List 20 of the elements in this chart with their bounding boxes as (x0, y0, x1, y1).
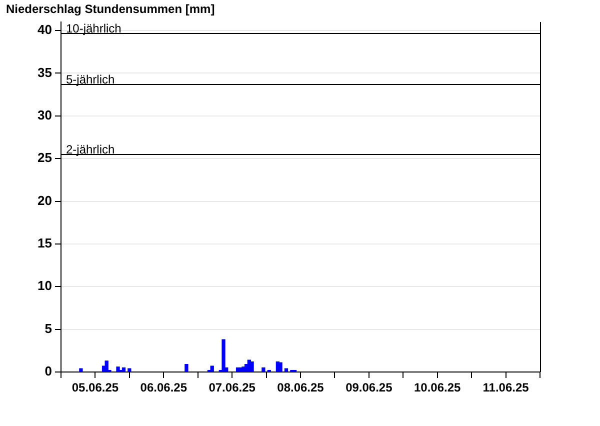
x-tick-label: 11.06.25 (482, 380, 530, 395)
x-tick-label: 07.06.25 (208, 380, 256, 395)
y-tick-label: 30 (38, 107, 52, 122)
y-tick-label: 0 (44, 364, 52, 379)
x-tick-label: 05.06.25 (72, 380, 119, 395)
x-tick-label: 08.06.25 (277, 380, 324, 395)
ref-line-label: 10-jährlich (66, 22, 122, 36)
y-tick-label: 15 (38, 236, 52, 251)
ref-line-label: 2-jährlich (66, 142, 115, 156)
chart-title: Niederschlag Stundensummen [mm] (6, 2, 215, 16)
y-tick-label: 25 (38, 150, 52, 166)
x-tick-label: 09.06.25 (346, 380, 393, 395)
y-tick-label: 10 (38, 278, 52, 294)
x-tick-label: 10.06.25 (414, 380, 462, 395)
x-tick-label: 06.06.25 (140, 380, 188, 395)
y-tick-label: 20 (38, 192, 52, 208)
ref-line-label: 5-jährlich (66, 72, 115, 86)
y-tick-label: 5 (44, 320, 52, 336)
y-tick-label: 40 (38, 22, 52, 38)
y-tick-label: 35 (38, 64, 52, 80)
